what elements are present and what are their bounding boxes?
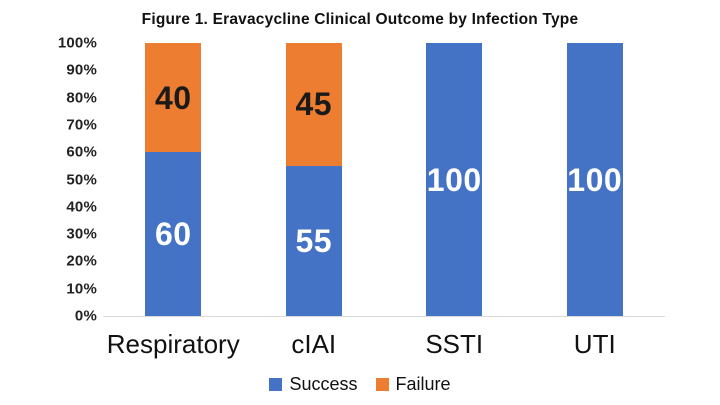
y-tick-label-0-: 0% xyxy=(74,307,97,325)
bar-segment-success-ciai: 55 xyxy=(285,165,342,316)
y-axis: 0% 10% 20% 30% 40% 50% 60% 70% 80% 90% 100% xyxy=(0,36,97,324)
bar-column-uti: 100 xyxy=(525,43,666,316)
legend-swatch-icon-failure xyxy=(375,377,389,391)
y-tick-label-50-: 50% xyxy=(66,171,97,188)
category-label-ssti: SSTI xyxy=(425,329,484,359)
y-tick-label-40-: 40% xyxy=(66,198,97,216)
bar-column-ssti: 100 xyxy=(384,43,525,316)
bar-column-respiratory: 40 60 xyxy=(103,43,244,316)
bar-segment-failure-ciai: 45 xyxy=(285,43,342,166)
legend-item-success: Success xyxy=(269,374,358,394)
y-tick-label-90-: 90% xyxy=(66,61,97,79)
x-axis: Respiratory cIAI SSTI UTI xyxy=(103,330,665,359)
bar-ciai: 45 55 xyxy=(285,43,342,316)
chart-legend: Success Failure xyxy=(0,374,720,394)
category-label-respiratory: Respiratory xyxy=(106,329,240,359)
bar-segment-success-uti: 100 xyxy=(566,43,623,316)
data-label-success-respiratory: 60 xyxy=(154,216,192,253)
category-label-uti: UTI xyxy=(573,329,616,359)
y-tick-label-70-: 70% xyxy=(66,116,97,134)
bar-segment-success-ssti: 100 xyxy=(426,43,483,316)
bar-segment-success-respiratory: 60 xyxy=(145,152,202,316)
bar-segment-failure-respiratory: 40 xyxy=(145,43,202,153)
y-tick-label-60-: 60% xyxy=(66,143,97,161)
legend-label-failure: Failure xyxy=(395,374,451,394)
data-label-failure-ciai: 45 xyxy=(295,86,333,123)
data-label-success-uti: 100 xyxy=(567,161,623,198)
chart-title: Figure 1. Eravacycline Clinical Outcome … xyxy=(141,11,579,28)
plot-area: 40 60 45 55 100 100 xyxy=(103,43,665,317)
bar-ssti: 100 xyxy=(426,43,483,316)
legend-item-failure: Failure xyxy=(375,374,451,394)
legend-label-success: Success xyxy=(289,374,358,394)
y-tick-label-80-: 80% xyxy=(66,89,97,107)
y-tick-label-20-: 20% xyxy=(66,252,97,270)
legend-swatch-icon-success xyxy=(269,377,283,391)
y-tick-label-100-: 100% xyxy=(57,34,97,52)
category-label-ciai: cIAI xyxy=(291,329,337,359)
data-label-failure-respiratory: 40 xyxy=(154,79,192,116)
bar-column-ciai: 45 55 xyxy=(244,43,385,316)
bar-uti: 100 xyxy=(566,43,623,316)
y-tick-label-30-: 30% xyxy=(66,225,97,243)
data-label-success-ciai: 55 xyxy=(295,222,333,259)
y-tick-label-10-: 10% xyxy=(66,280,97,298)
bar-respiratory: 40 60 xyxy=(145,43,202,316)
data-label-success-ssti: 100 xyxy=(426,161,482,198)
